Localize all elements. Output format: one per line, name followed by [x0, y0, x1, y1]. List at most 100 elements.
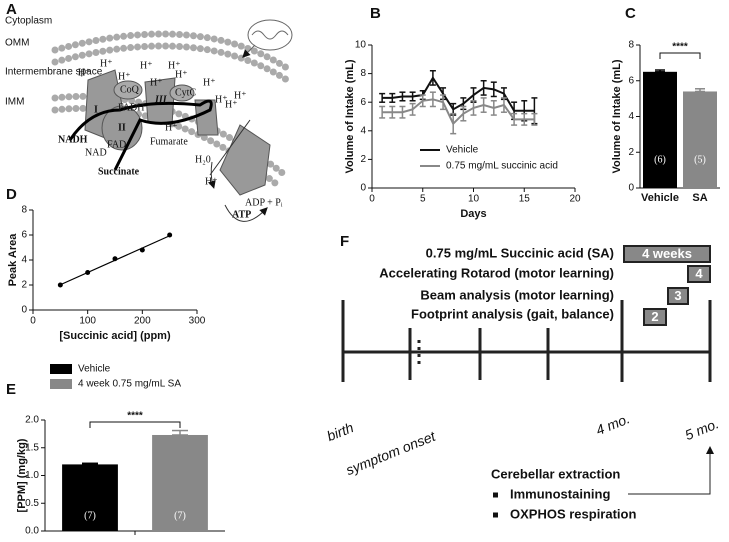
y-tick-label: 2 [628, 147, 634, 158]
y-tick-label: 1.0 [25, 470, 39, 481]
bar [62, 464, 118, 531]
milestone: 4 mo. [594, 410, 632, 438]
y-tick-label: 6 [360, 97, 366, 108]
adp: ADP + Pᵢ [245, 197, 283, 208]
y-tick-label: 4 [628, 111, 634, 122]
x-tick-label: 20 [569, 194, 581, 205]
x-tick-label: 0 [30, 316, 36, 327]
fadh: FADH [118, 102, 144, 113]
treatment-label: 0.75 mg/mL Succinic acid (SA) [426, 245, 614, 260]
x-tick-label: 15 [519, 194, 531, 205]
treatment-box-label: 3 [674, 288, 681, 303]
x-tick-label: 200 [134, 316, 151, 327]
x-tick-label: 0 [369, 194, 375, 205]
legend-label: 4 week 0.75 mg/mL SA [78, 379, 181, 390]
x-tick-label: 100 [79, 316, 96, 327]
sample-size: (7) [84, 510, 96, 521]
diagram-label: OMM [5, 38, 29, 49]
panel-label: A [6, 1, 17, 18]
milestone: 5 mo. [683, 415, 721, 443]
fumarate: Fumarate [150, 136, 188, 147]
complex-label: II [118, 122, 126, 133]
assay: Immunostaining [510, 486, 610, 501]
timeline: F [340, 233, 714, 495]
y-axis-label: Volume of Intake (mL) [344, 59, 356, 173]
y-tick-label: 2 [21, 280, 27, 291]
cytc: CytC [175, 87, 196, 98]
y-tick-label: 2 [360, 154, 366, 165]
significance-bracket [659, 52, 701, 59]
y-tick-label: 6 [21, 230, 27, 241]
x-tick-label: 5 [420, 194, 426, 205]
series-line [382, 75, 535, 112]
atp: ATP [232, 209, 251, 220]
y-tick-label: 0.5 [25, 498, 39, 509]
point [57, 282, 63, 288]
proton: H⁺ [140, 60, 153, 71]
x-axis-label: [Succinic acid] (ppm) [59, 330, 171, 342]
diagram-label: Intermembrane space [5, 67, 103, 78]
legend-label: 0.75 mg/mL succinic acid [446, 161, 558, 172]
category-label: Vehicle [641, 192, 679, 204]
y-tick-label: 0 [360, 183, 366, 194]
point [139, 247, 145, 253]
category-label: SA [692, 192, 707, 204]
panel-label: D [6, 186, 17, 203]
endpoint: Cerebellar extraction [491, 466, 620, 481]
y-tick-label: 0 [628, 183, 634, 194]
sample-size: (6) [654, 154, 666, 165]
y-tick-label: 1.5 [25, 442, 39, 453]
proton: H⁺ [118, 71, 131, 82]
series-line [382, 98, 535, 126]
treatment-label: Accelerating Rotarod (motor learning) [379, 265, 614, 280]
proton: H⁺ [225, 99, 238, 110]
significance-bracket [89, 421, 181, 428]
proton: H⁺ [205, 176, 218, 187]
y-tick-label: 0.0 [25, 526, 39, 537]
y-tick-label: 8 [360, 68, 366, 79]
treatment-label: Footprint analysis (gait, balance) [411, 306, 614, 321]
legend-swatch [50, 379, 72, 389]
bullet [493, 492, 498, 498]
proton: H⁺ [78, 67, 91, 78]
treatment-box [667, 287, 689, 305]
y-tick-label: 10 [355, 40, 367, 51]
point [112, 256, 118, 262]
sample-size: (5) [694, 154, 706, 165]
mitochondria-diagram: A Cytoplasm OMM Intermembrane space IMM … [5, 1, 294, 222]
y-axis-label: [PPM] (mg/kg) [16, 438, 28, 512]
legend-label: Vehicle [446, 145, 479, 156]
panel-label: F [340, 233, 349, 250]
legend-label: Vehicle [78, 364, 111, 375]
sample-size: (7) [174, 510, 186, 521]
complex-label: I [94, 104, 98, 115]
milestone: birth [325, 419, 356, 444]
significance: **** [127, 411, 143, 422]
nad: NAD [85, 147, 107, 158]
x-axis-label: Days [460, 208, 486, 220]
diagram-label: Cytoplasm [5, 16, 52, 27]
bar [152, 434, 208, 531]
point [167, 232, 173, 238]
nadh: NADH [58, 134, 88, 145]
diagram-label: IMM [5, 97, 24, 108]
treatment-box [687, 265, 711, 283]
treatment-label: Beam analysis (motor learning) [420, 287, 614, 302]
succinate: Succinate [98, 166, 140, 177]
water: H₂0 [195, 154, 211, 165]
y-tick-label: 8 [628, 40, 634, 51]
proton: H⁺ [100, 58, 113, 69]
complex-label: III [154, 94, 168, 105]
y-tick-label: 2.0 [25, 415, 39, 426]
proton: H⁺ [150, 77, 163, 88]
treatment-box-label: 2 [651, 309, 658, 324]
fad: FAD [107, 139, 126, 150]
proton: H⁺ [203, 77, 216, 88]
treatment-box-label: 4 weeks [642, 246, 692, 261]
treatment-box-label: 4 [695, 266, 703, 281]
bar [643, 71, 677, 188]
proton: H⁺ [165, 122, 178, 133]
proton: H⁺ [215, 94, 228, 105]
proton: H⁺ [175, 69, 188, 80]
